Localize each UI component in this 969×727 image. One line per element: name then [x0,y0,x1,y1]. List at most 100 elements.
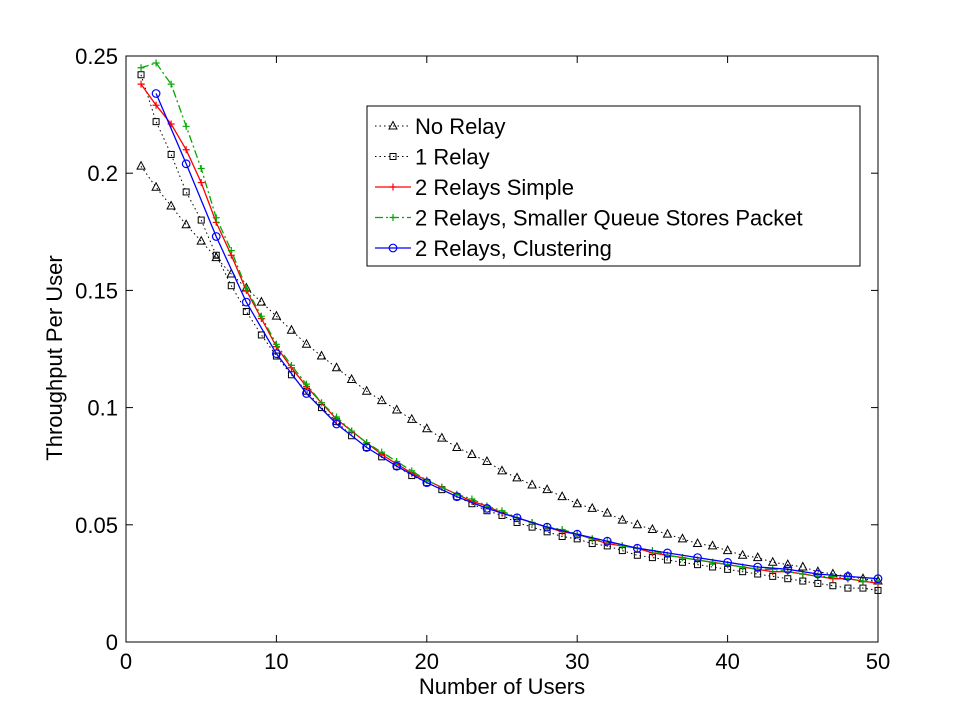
data-point [333,413,341,421]
data-point [769,565,777,573]
data-point [376,395,387,405]
legend-label: 2 Relays Simple [415,175,574,200]
data-point [346,373,357,383]
data-point [302,380,310,388]
data-point [542,484,552,494]
data-point [378,448,386,456]
data-point [362,443,372,452]
data-point [197,216,205,224]
data-point [452,492,462,502]
legend-marker [389,153,397,160]
data-point [167,150,175,158]
data-point [166,200,176,210]
data-point [512,472,522,482]
data-point [137,80,145,88]
data-point [602,536,612,546]
data-point [722,545,733,555]
data-point [406,413,417,423]
data-point [361,385,372,395]
x-tick-label: 20 [415,649,439,674]
data-point [843,571,853,581]
data-point [182,188,190,196]
data-point [182,122,190,130]
y-tick-label: 0.05 [75,513,118,538]
data-point [797,561,808,571]
data-point [286,324,297,334]
data-point [737,549,748,559]
data-point [287,361,295,369]
data-point [617,514,628,524]
data-point [753,562,763,572]
legend-entry: 2 Relays, Clustering [375,236,612,261]
data-point [136,160,146,170]
x-tick-label: 10 [264,649,288,674]
data-point [241,297,251,307]
data-point [331,362,342,372]
data-point [542,522,552,532]
y-tick-label: 0 [106,630,118,655]
data-point [242,307,250,315]
data-point [512,513,522,523]
data-point [859,577,867,585]
y-tick-label: 0.1 [87,396,118,421]
x-tick-label: 30 [565,649,589,674]
legend-label: 2 Relays, Clustering [415,236,612,261]
data-point [557,491,567,501]
data-point [452,441,462,451]
data-point [242,284,250,292]
legend-label: 2 Relays, Smaller Queue Stores Packet [415,206,803,231]
series-4 [151,89,883,584]
legend-marker [389,214,397,221]
legend-entry: 2 Relays Simple [375,175,574,200]
data-point [152,101,160,109]
data-point [782,559,793,569]
data-point [482,455,492,466]
axes: 0 10 20 30 40 50 0 0.05 0.1 0.15 0.2 0.25 [75,44,890,674]
data-point [212,214,220,222]
legend-entry: 2 Relays, Smaller Queue Stores Packet [375,206,803,231]
data-point [813,569,823,579]
data-point [723,557,732,567]
data-point [844,584,852,592]
data-point [421,423,432,433]
data-point [677,533,688,543]
data-point [256,296,267,306]
data-point [197,165,205,173]
data-point [152,118,160,126]
data-point [257,331,265,339]
data-point [873,574,883,584]
data-point [602,507,613,517]
legend-marker [389,183,397,191]
data-point [393,458,401,466]
data-point [572,498,583,508]
data-point [197,179,205,187]
legend-entry: 1 Relay [375,145,490,170]
data-point [632,543,642,553]
data-point [784,575,792,583]
data-point [301,338,312,348]
y-tick-label: 0.25 [75,44,118,69]
x-tick-label: 0 [120,649,132,674]
axes-frame [125,55,879,643]
data-point [181,219,191,229]
series-0 [136,160,883,585]
data-point [752,552,763,562]
data-point [391,404,402,414]
data-point [211,232,221,241]
data-point [663,548,672,558]
data-point [332,419,341,429]
data-point [348,427,356,435]
data-point [151,89,161,98]
legend-marker [388,120,398,130]
data-point [211,252,222,262]
data-point [467,448,477,458]
legend-label: 1 Relay [415,145,490,170]
data-point [227,282,235,290]
data-point [422,478,432,488]
legend-label: No Relay [415,114,505,139]
data-point [783,564,793,574]
series-line [140,165,879,582]
data-point [874,586,882,594]
y-axis-label: Throughput Per User [42,255,67,460]
